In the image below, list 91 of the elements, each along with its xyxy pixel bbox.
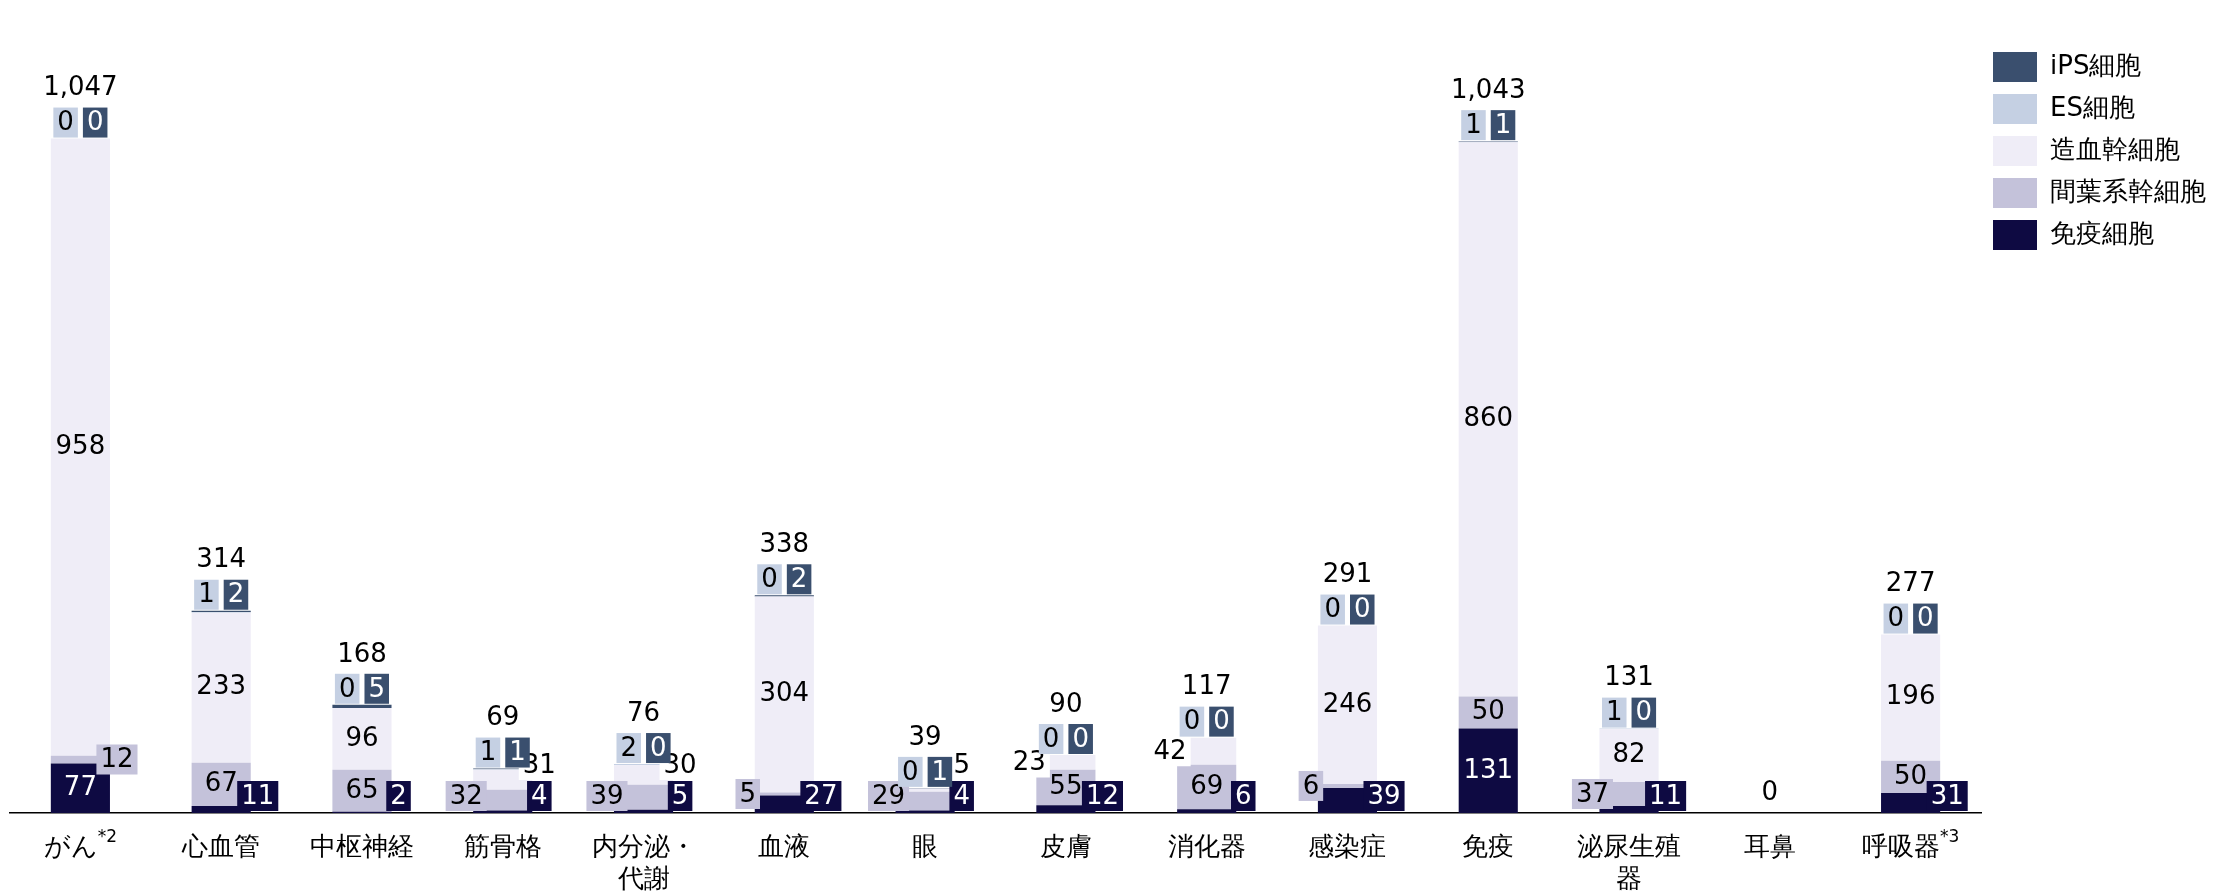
total-label: 69 [486, 701, 520, 732]
data-label: 5 [368, 672, 386, 703]
legend-label: ES細胞 [2050, 91, 2135, 122]
data-label: 2 [620, 731, 638, 762]
data-label: 1 [1494, 108, 1512, 139]
total-label: 1,043 [1451, 73, 1526, 104]
data-label: 1 [198, 578, 215, 609]
data-label: 0 [57, 106, 74, 137]
data-label: 27 [804, 779, 838, 810]
data-label: 4 [953, 779, 970, 810]
x-tick-label: 眼 [912, 830, 939, 861]
data-label: 96 [345, 721, 379, 752]
total-label: 39 [908, 720, 942, 751]
data-label: 860 [1463, 402, 1514, 433]
x-tick-label: 免疫 [1462, 830, 1515, 861]
data-label: 0 [650, 731, 667, 762]
x-tick-label: 血液 [758, 830, 811, 861]
data-label: 67 [204, 767, 238, 798]
x-tick-label: 感染症 [1308, 830, 1387, 861]
total-label: 314 [196, 543, 246, 574]
data-label: 50 [1471, 695, 1505, 726]
data-label: 2 [790, 563, 808, 594]
data-label: 5 [671, 779, 689, 810]
data-label: 12 [1085, 779, 1119, 810]
data-label: 0 [1183, 705, 1201, 736]
data-label: 0 [1353, 593, 1371, 624]
data-label: 6 [1302, 769, 1320, 800]
data-label: 0 [1635, 696, 1653, 727]
data-label: 37 [1575, 777, 1610, 808]
legend-label: iPS細胞 [2050, 49, 2142, 80]
total-label: 76 [626, 696, 661, 727]
data-label: 0 [1213, 705, 1230, 736]
data-label: 1 [1465, 108, 1482, 139]
data-label: 233 [196, 670, 246, 701]
data-label: 65 [345, 773, 379, 804]
data-label: 32 [449, 779, 483, 810]
data-label: 50 [1894, 759, 1928, 790]
total-label: 277 [1885, 567, 1936, 598]
x-tick-label: 心血管 [181, 830, 261, 861]
data-label: 5 [739, 777, 757, 808]
legend-label: 免疫細胞 [2050, 217, 2154, 248]
data-label: 2 [390, 779, 407, 810]
data-label: 55 [1049, 770, 1083, 801]
data-label: 31 [1930, 779, 1964, 810]
data-label: 0 [1887, 602, 1905, 633]
data-label: 2 [227, 578, 245, 609]
total-label: 117 [1181, 670, 1232, 701]
data-label: 131 [1463, 753, 1514, 784]
data-label: 82 [1612, 738, 1646, 769]
total-label: 291 [1322, 558, 1373, 589]
total-label: 338 [759, 528, 810, 559]
total-label: 90 [1049, 687, 1083, 718]
data-label: 42 [1153, 734, 1187, 765]
x-tick-label: 泌尿生殖器 [1577, 830, 1682, 893]
data-label: 0 [1072, 722, 1089, 753]
data-label: 1 [1605, 696, 1623, 727]
x-tick-label: 皮膚 [1039, 830, 1092, 861]
data-label: 39 [1367, 779, 1401, 810]
x-tick-label: 内分泌・代謝 [591, 830, 696, 893]
data-label: 77 [63, 770, 97, 801]
data-label: 0 [338, 672, 356, 703]
data-label: 958 [55, 429, 106, 460]
x-tick-label: 耳鼻 [1743, 830, 1796, 861]
data-label: 1 [931, 755, 949, 786]
data-label: 0 [86, 106, 104, 137]
data-label: 11 [241, 779, 275, 810]
data-label: 11 [1649, 779, 1683, 810]
data-label: 0 [761, 563, 778, 594]
total-label: 168 [337, 637, 387, 668]
x-tick-label: 消化器 [1167, 830, 1246, 861]
data-label: 4 [531, 779, 548, 810]
total-label: 1,047 [43, 71, 118, 102]
total-label: 0 [1761, 775, 1779, 806]
data-label: 1 [479, 736, 497, 767]
x-tick-label: 中枢神経 [309, 830, 414, 861]
data-label: 69 [1190, 769, 1224, 800]
legend-label: 造血幹細胞 [2050, 133, 2180, 164]
data-label: 12 [100, 743, 134, 774]
data-label: 0 [1917, 602, 1934, 633]
data-label: 39 [590, 779, 624, 810]
data-label: 5 [953, 748, 970, 779]
x-tick-label: 筋骨格 [463, 830, 542, 861]
data-label: 246 [1322, 687, 1373, 718]
data-label: 0 [1324, 593, 1341, 624]
data-label: 6 [1234, 779, 1252, 810]
data-label: 0 [1042, 722, 1060, 753]
total-label: 131 [1604, 661, 1654, 692]
data-label: 304 [759, 677, 810, 708]
data-label: 1 [509, 736, 526, 767]
legend-label: 間葉系幹細胞 [2050, 175, 2206, 206]
data-label: 196 [1885, 680, 1936, 711]
